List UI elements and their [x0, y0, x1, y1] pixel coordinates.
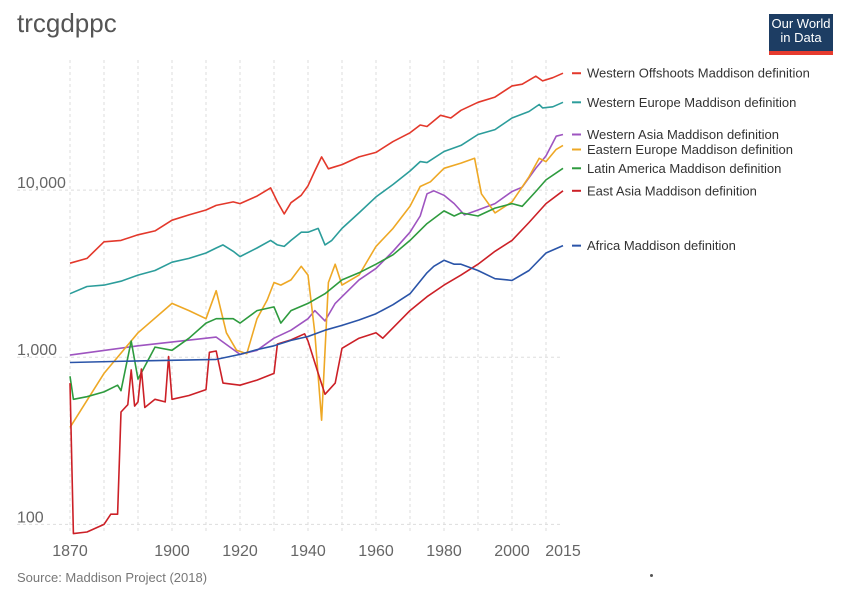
x-tick-label: 1960: [358, 543, 394, 560]
chart-title: trcgdppc: [17, 8, 117, 38]
legend: Western Offshoots Maddison definition Wes…: [572, 66, 810, 253]
x-tick-label: 2015: [545, 543, 581, 560]
x-tick-label: 2000: [494, 543, 530, 560]
series-line[interactable]: [69, 133, 564, 356]
x-tick-label: 1980: [426, 543, 462, 560]
legend-label[interactable]: Latin America Maddison definition: [587, 161, 781, 176]
series-line[interactable]: [69, 190, 564, 535]
series-line[interactable]: [69, 244, 564, 364]
x-tick-label: 1940: [290, 543, 326, 560]
series-line[interactable]: [69, 72, 564, 264]
series-lines: [69, 72, 564, 535]
logo-line-2: in Data: [780, 30, 822, 45]
y-tick-label: 1,000: [17, 342, 57, 359]
series-line[interactable]: [69, 101, 564, 295]
owid-logo[interactable]: Our World in Data: [769, 14, 833, 55]
logo-accent-bar: [769, 51, 833, 55]
legend-label[interactable]: Africa Maddison definition: [587, 238, 736, 253]
x-tick-label: 1870: [52, 543, 88, 560]
grid: [17, 60, 563, 532]
source-note: Source: Maddison Project (2018): [17, 570, 208, 585]
legend-label[interactable]: Western Asia Maddison definition: [587, 127, 779, 142]
x-tick-label: 1900: [154, 543, 190, 560]
legend-label[interactable]: Western Europe Maddison definition: [587, 95, 796, 110]
x-tick-label: 1920: [222, 543, 258, 560]
legend-label[interactable]: East Asia Maddison definition: [587, 183, 757, 198]
series-line[interactable]: [69, 167, 564, 401]
legend-label[interactable]: Western Offshoots Maddison definition: [587, 66, 810, 81]
logo-line-1: Our World: [771, 16, 831, 31]
series-line[interactable]: [69, 144, 564, 428]
axis-labels: 1870 1900 1920 1940 1960 1980 2000 2015 100 1,000…: [17, 175, 581, 560]
legend-label[interactable]: Eastern Europe Maddison definition: [587, 142, 793, 157]
y-tick-label: 10,000: [17, 175, 66, 192]
page-dot: [650, 574, 653, 577]
y-tick-label: 100: [17, 509, 44, 526]
